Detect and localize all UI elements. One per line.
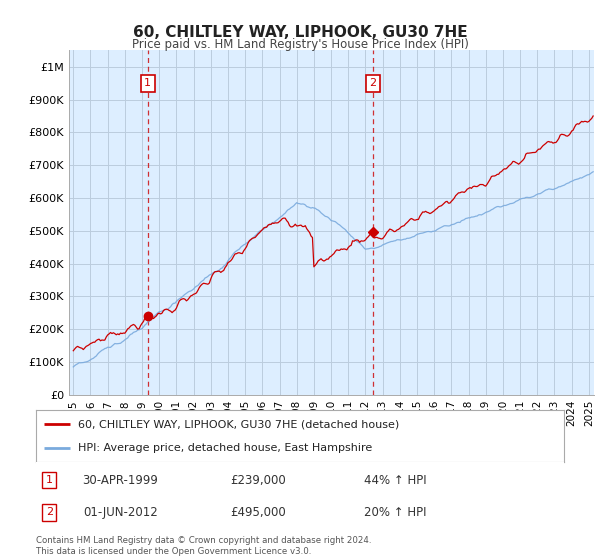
Text: HPI: Average price, detached house, East Hampshire: HPI: Average price, detached house, East… [78, 443, 373, 453]
Text: 44% ↑ HPI: 44% ↑ HPI [364, 474, 427, 487]
Text: 1: 1 [46, 475, 53, 485]
Text: 20% ↑ HPI: 20% ↑ HPI [364, 506, 426, 519]
Text: 60, CHILTLEY WAY, LIPHOOK, GU30 7HE (detached house): 60, CHILTLEY WAY, LIPHOOK, GU30 7HE (det… [78, 419, 400, 430]
Text: Contains HM Land Registry data © Crown copyright and database right 2024.
This d: Contains HM Land Registry data © Crown c… [36, 536, 371, 556]
Text: 60, CHILTLEY WAY, LIPHOOK, GU30 7HE: 60, CHILTLEY WAY, LIPHOOK, GU30 7HE [133, 25, 467, 40]
Text: £239,000: £239,000 [230, 474, 286, 487]
Text: Price paid vs. HM Land Registry's House Price Index (HPI): Price paid vs. HM Land Registry's House … [131, 38, 469, 51]
Text: 01-JUN-2012: 01-JUN-2012 [83, 506, 158, 519]
Text: 30-APR-1999: 30-APR-1999 [83, 474, 158, 487]
Text: 2: 2 [46, 507, 53, 517]
Text: 1: 1 [144, 78, 151, 88]
Text: 2: 2 [369, 78, 376, 88]
Text: £495,000: £495,000 [230, 506, 286, 519]
